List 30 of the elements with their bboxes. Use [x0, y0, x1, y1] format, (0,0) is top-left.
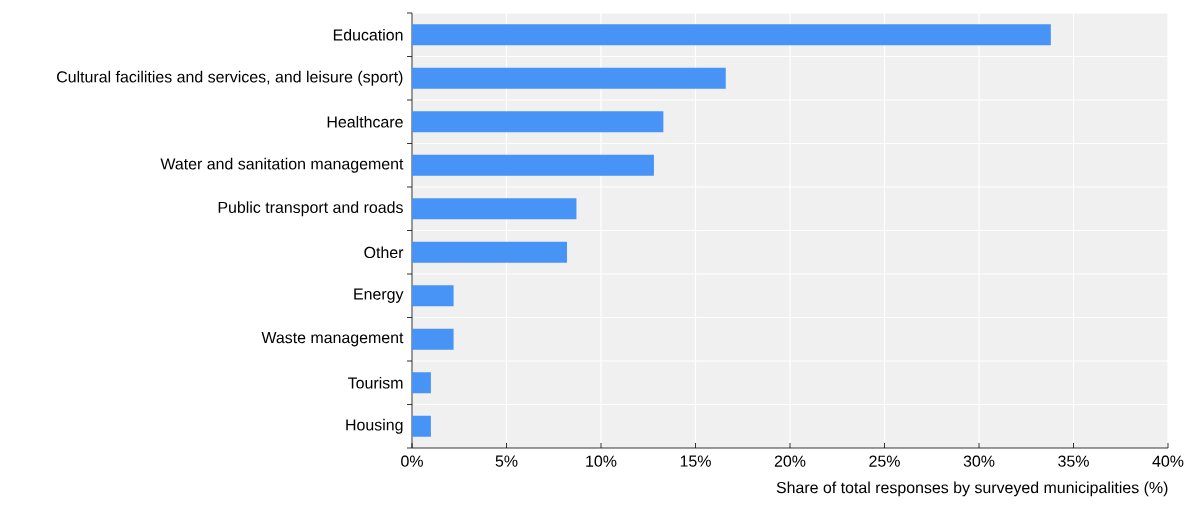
y-tick-label: Waste management: [261, 332, 404, 347]
x-tick-label: 35%: [1058, 455, 1089, 467]
y-tick-label: Water and sanitation management: [160, 157, 404, 173]
x-tick-label: 20%: [774, 455, 806, 467]
y-tick-label: Tourism: [348, 376, 403, 389]
x-tick-label: 25%: [869, 455, 900, 467]
bar: [412, 415, 431, 437]
bar: [412, 328, 454, 350]
y-tick-label: Education: [333, 28, 403, 41]
x-tick-label: 0%: [401, 455, 423, 467]
bar: [412, 285, 454, 307]
y-tick-label: Healthcare: [327, 115, 403, 128]
bar: [412, 24, 1051, 46]
y-tick-label: Energy: [354, 288, 404, 303]
x-tick-label: 15%: [680, 455, 711, 467]
bar: [412, 198, 577, 220]
x-tick-label: 30%: [963, 455, 995, 467]
y-tick-label: Housing: [346, 418, 403, 434]
x-tick-label: 10%: [586, 455, 617, 467]
x-tick-label: 5%: [495, 455, 518, 467]
bar: [412, 154, 654, 176]
x-tick-label: 40%: [1152, 455, 1184, 467]
bar: [412, 67, 726, 89]
bar: [412, 241, 567, 263]
x-axis-title: Share of total responses by surveyed municipalities (%): [776, 481, 1168, 497]
bar: [412, 111, 664, 133]
y-tick-label: Public transport and roads: [218, 201, 403, 217]
y-tick-label: Other: [364, 246, 404, 259]
y-tick-label: Cultural facilities and services, and leisure (sport): [57, 70, 403, 86]
bar: [412, 372, 431, 394]
